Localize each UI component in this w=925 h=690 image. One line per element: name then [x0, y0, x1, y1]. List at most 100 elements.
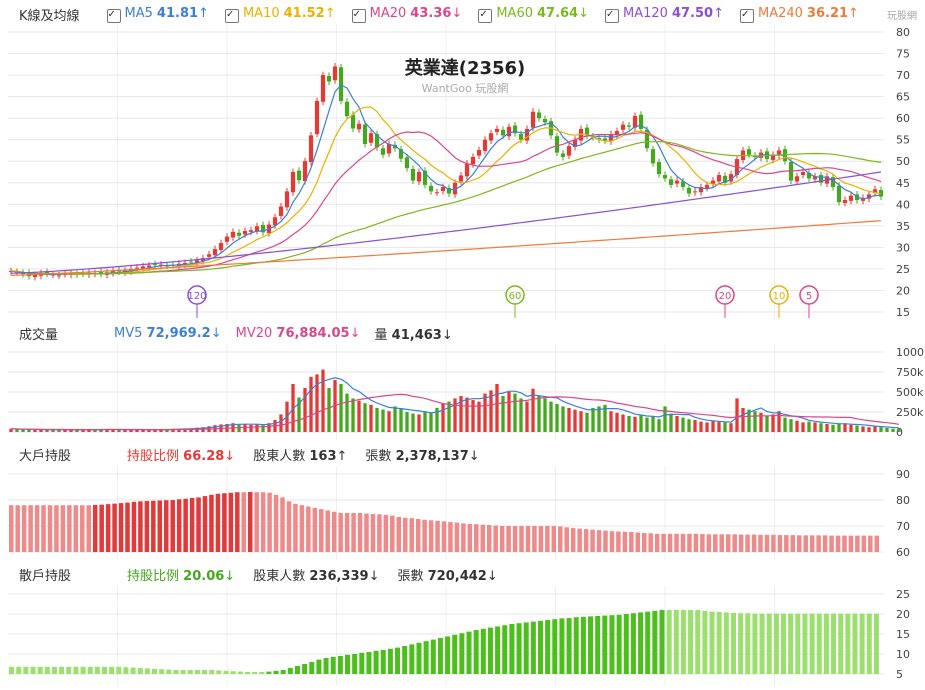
big-y-tick: 70 [896, 520, 910, 533]
big-holder-bar [693, 533, 699, 552]
volume-bar [747, 409, 751, 432]
candle-body [566, 146, 572, 156]
big-holder-bar [105, 504, 111, 552]
ma-legend-item[interactable]: ✓ MA20 43.36↓ [351, 5, 462, 23]
ma-label: MA20 [369, 5, 407, 21]
volume-bar [837, 424, 841, 432]
price-y-tick: 30 [896, 241, 910, 254]
volume-bar [597, 406, 601, 432]
volume-bar [795, 420, 799, 432]
volume-bar [783, 417, 787, 432]
big-holder-bar [86, 505, 92, 552]
price-y-tick: 70 [896, 69, 910, 82]
volume-bar [297, 397, 301, 432]
checkbox-icon[interactable]: ✓ [351, 8, 366, 23]
volume-bar [147, 429, 151, 432]
big-holder-bar [745, 534, 750, 552]
volume-bar [363, 403, 367, 432]
big-holder-title: 大戶持股 [19, 448, 72, 464]
small-holder-bar [580, 616, 586, 674]
ma-legend-item[interactable]: ✓ MA240 36.21↑ [739, 6, 859, 23]
volume-bar [249, 424, 253, 432]
volume-bar [681, 417, 685, 432]
small-holder-bar [480, 628, 486, 674]
ma-legend-item[interactable]: ✓ MA10 41.52↑ [224, 6, 336, 23]
big-holder-bar [99, 504, 104, 552]
big-holder-bar [189, 497, 195, 552]
volume-bar [447, 401, 451, 432]
volume-bar [501, 396, 505, 432]
big-holder-bar [196, 497, 201, 552]
small-holder-bar [866, 613, 872, 674]
small-shares-arrow: ↓ [486, 568, 498, 584]
big-holder-bar [306, 506, 311, 552]
volume-bar [471, 400, 475, 432]
checkbox-icon[interactable]: ✓ [739, 8, 754, 23]
mv5-legend: MV5 72,969.2↓ [114, 326, 222, 341]
small-holder-bar [537, 620, 543, 674]
ma10-line [10, 106, 882, 275]
candle-body [524, 128, 530, 141]
big-holder-bar [260, 492, 266, 552]
small-holder-bar [752, 613, 758, 674]
volume-bar [303, 388, 307, 432]
small-holder-bar [87, 666, 93, 674]
volume-bar [309, 376, 313, 432]
small-holder-bar [623, 614, 629, 674]
small-holder-bar [838, 613, 844, 674]
checkbox-icon[interactable]: ✓ [605, 8, 620, 23]
checkbox-icon[interactable]: ✓ [224, 8, 239, 23]
volume-bar [495, 384, 499, 432]
big-holder-bar [118, 503, 124, 552]
volume-bar [891, 428, 895, 432]
marker-label: 20 [719, 291, 732, 302]
ma-legend-item[interactable]: ✓ MA60 47.64↓ [478, 6, 589, 23]
big-shares-value: 2,378,137 [395, 448, 469, 464]
small-holder-bar [309, 662, 315, 674]
volume-bar [639, 415, 643, 432]
small-y-tick: 10 [896, 648, 910, 661]
candle-body [674, 180, 680, 184]
volume-bar [717, 421, 721, 432]
big-holder-bar [551, 526, 557, 552]
volume-bar [525, 401, 529, 432]
small-holder-bar [30, 666, 36, 674]
big-holder-bar [771, 534, 776, 552]
big-holder-bar [170, 500, 175, 552]
price-chart: 15 20 25 30 35 40 45 50 55 60 65 70 75 80 英業達(2356) Wan… [8, 24, 910, 320]
checkbox-icon[interactable]: ✓ [106, 8, 121, 23]
big-holder-bar [92, 504, 98, 552]
big-holder-bar [338, 513, 343, 552]
volume-bar [141, 429, 145, 432]
big-holder-bar [603, 530, 608, 552]
volume-bar [45, 430, 49, 432]
volume-bar [867, 427, 871, 432]
ma120-line [10, 171, 882, 274]
ma-legend-item[interactable]: ✓ MA120 47.50↑ [605, 6, 724, 23]
volume-bar [237, 424, 241, 432]
small-y-tick: 20 [896, 608, 910, 621]
small-holder-bar [223, 670, 229, 674]
ma-legend-item[interactable]: ✓ MA5 41.81↑ [106, 5, 209, 23]
small-holder-bar [23, 666, 29, 674]
volume-bar [87, 429, 91, 432]
small-holder-bar [680, 610, 686, 674]
big-holder-bar [635, 532, 641, 552]
volume-bar [825, 424, 829, 432]
candle-body [314, 100, 320, 135]
kline-title: K線及均線 [19, 8, 80, 24]
volume-bar [9, 428, 13, 432]
small-holder-bar [287, 668, 293, 674]
checkbox-icon[interactable]: ✓ [478, 8, 493, 23]
candle-body [560, 153, 566, 157]
big-holder-bar [422, 519, 427, 552]
big-holder-bar [461, 523, 466, 552]
ma-value: 41.81 [156, 5, 199, 21]
small-holder-bar [51, 666, 57, 674]
big-holder-bar [151, 500, 156, 552]
candle-body [458, 175, 464, 182]
small-holder-bar [831, 613, 837, 674]
candle-body [698, 187, 704, 193]
small-holder-bar [638, 612, 644, 674]
candle-body [146, 265, 152, 268]
